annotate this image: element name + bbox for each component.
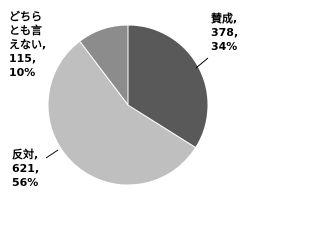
pie-area	[45, 24, 209, 186]
data-label: どちらとも言えない, 115, 10%	[9, 10, 47, 80]
value-label: 621	[12, 162, 35, 175]
category-label: 賛成	[211, 12, 233, 25]
separator: ,	[42, 38, 47, 51]
separator: ,	[31, 52, 37, 65]
data-label: 賛成, 378, 34%	[211, 12, 257, 54]
separator: ,	[233, 26, 239, 39]
percent-label: 10%	[9, 66, 36, 79]
leader-line	[45, 149, 59, 159]
chart: 賛成, 378, 34% 反対, 621, 56% どちらとも言えない, 115, 10%	[9, 10, 257, 190]
value-label: 378	[211, 26, 234, 39]
leader-line	[195, 57, 209, 69]
data-label: 反対, 621, 56%	[12, 148, 58, 190]
separator: ,	[233, 12, 238, 25]
percent-label: 56%	[12, 176, 39, 189]
separator: ,	[34, 148, 39, 161]
category-label: 反対	[12, 148, 34, 161]
value-label: 115	[9, 52, 32, 65]
separator: ,	[34, 162, 40, 175]
percent-label: 34%	[211, 40, 238, 53]
category-label: どちらとも言えない	[9, 10, 42, 51]
pie-slice	[47, 40, 197, 186]
